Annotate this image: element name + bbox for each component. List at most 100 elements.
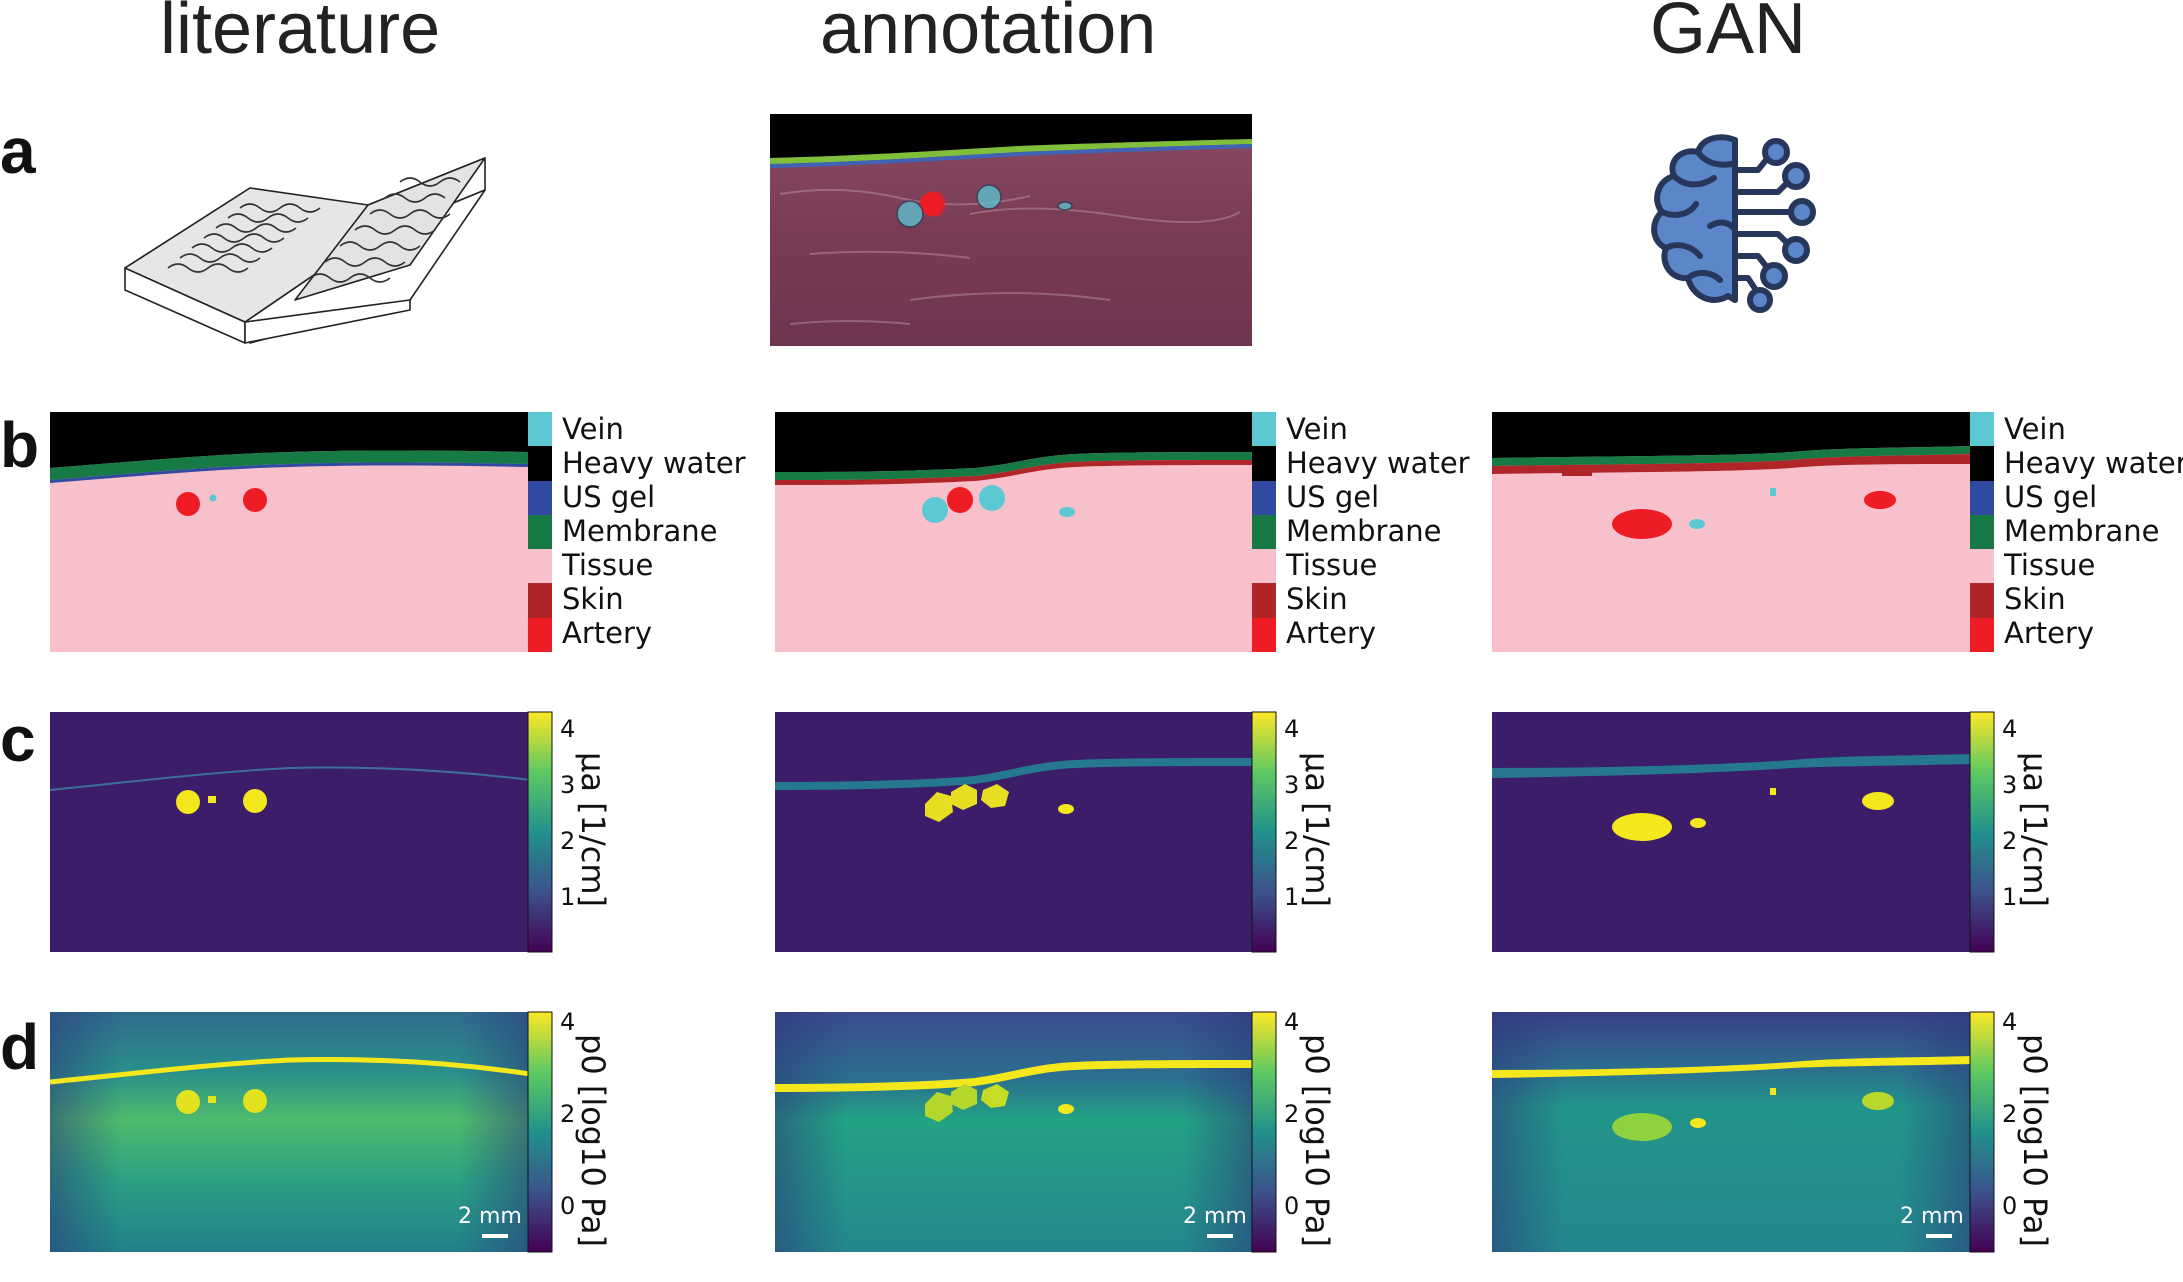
pressure-colorbar-label: p0 [log10 Pa]	[574, 1034, 612, 1247]
legend-label-vein: Vein	[1286, 412, 1348, 446]
legend-label-skin: Skin	[562, 582, 624, 616]
pressure-map-gan	[1492, 1012, 1972, 1252]
pressure-tick-4: 4	[560, 1008, 576, 1036]
legend-label-membrane: Membrane	[1286, 514, 1442, 548]
absorption-tick-4: 4	[560, 715, 576, 743]
absorption-tick-4: 4	[2002, 715, 2018, 743]
segmentation-legend-annotation: Vein Heavy water US gel Membrane Tissue …	[1252, 412, 1470, 652]
legend-label-heavy-water: Heavy water	[2004, 446, 2183, 480]
book-icon	[124, 157, 486, 344]
segmentation-legend-gan: Vein Heavy water US gel Membrane Tissue …	[1970, 412, 2183, 652]
absorption-map-literature	[49, 712, 531, 952]
legend-swatch-membrane	[1252, 514, 1276, 550]
legend-swatch-skin	[528, 583, 552, 618]
absorption-colorbar-annotation	[1251, 711, 1277, 953]
absorption-tick-3: 3	[1284, 771, 1300, 799]
pressure-colorbar-literature	[527, 1011, 553, 1253]
scale-bar-label: 2 mm	[1900, 1204, 1964, 1229]
absorption-tick-2: 2	[1284, 827, 1300, 855]
legend-swatch-skin	[1252, 583, 1276, 618]
legend-label-tissue: Tissue	[562, 548, 654, 582]
absorption-tick-3: 3	[560, 771, 576, 799]
legend-label-us-gel: US gel	[2004, 480, 2098, 514]
segmentation-legend-literature: Vein Heavy water US gel Membrane Tissue …	[528, 412, 746, 652]
pressure-tick-4: 4	[2002, 1008, 2018, 1036]
pressure-colorbar-annotation	[1251, 1011, 1277, 1253]
pressure-tick-4: 4	[1284, 1008, 1300, 1036]
absorption-colorbar-label: μa [1/cm]	[1298, 752, 1336, 908]
absorption-tick-1: 1	[560, 883, 576, 911]
legend-label-us-gel: US gel	[1286, 480, 1380, 514]
segmentation-map-literature	[50, 412, 530, 652]
legend-label-tissue: Tissue	[1286, 548, 1378, 582]
pressure-tick-0: 0	[560, 1192, 576, 1220]
legend-label-artery: Artery	[562, 616, 653, 650]
legend-swatch-tissue	[1252, 549, 1276, 584]
legend-label-heavy-water: Heavy water	[562, 446, 746, 480]
absorption-tick-3: 3	[2002, 771, 2018, 799]
ultrasound-image	[770, 114, 1252, 346]
scale-bar-label: 2 mm	[1183, 1204, 1247, 1229]
row-label-a: a	[0, 115, 36, 187]
legend-label-skin: Skin	[2004, 582, 2066, 616]
pressure-tick-2: 2	[560, 1100, 576, 1128]
legend-label-artery: Artery	[1286, 616, 1377, 650]
pressure-colorbar-label: p0 [log10 Pa]	[2016, 1034, 2054, 1247]
pressure-colorbar-gan	[1969, 1011, 1995, 1253]
legend-swatch-vein	[528, 412, 552, 447]
column-title-annotation: annotation	[820, 0, 1157, 69]
pressure-tick-0: 0	[1284, 1192, 1300, 1220]
legend-swatch-membrane	[1970, 514, 1994, 550]
legend-swatch-tissue	[1970, 549, 1994, 584]
absorption-tick-1: 1	[1284, 883, 1300, 911]
legend-swatch-heavy-water	[528, 446, 552, 481]
legend-swatch-heavy-water	[1252, 446, 1276, 481]
absorption-tick-2: 2	[560, 827, 576, 855]
row-label-d: d	[0, 1011, 40, 1083]
absorption-map-annotation	[775, 712, 1253, 952]
absorption-tick-2: 2	[2002, 827, 2018, 855]
pressure-tick-0: 0	[2002, 1192, 2018, 1220]
legend-label-skin: Skin	[1286, 582, 1348, 616]
legend-swatches	[1252, 412, 1276, 652]
legend-label-vein: Vein	[562, 412, 624, 446]
pressure-colorbar-label: p0 [log10 Pa]	[1298, 1034, 1336, 1247]
legend-swatch-artery	[1252, 617, 1276, 652]
absorption-colorbar-literature	[527, 711, 553, 953]
pressure-map-literature	[49, 1012, 531, 1252]
legend-swatch-artery	[1970, 617, 1994, 652]
brain-circuit-icon	[1651, 134, 1816, 313]
legend-label-artery: Artery	[2004, 616, 2095, 650]
legend-swatch-tissue	[528, 549, 552, 584]
legend-swatches	[1970, 412, 1994, 652]
legend-swatches	[528, 412, 552, 652]
pressure-tick-2: 2	[1284, 1100, 1300, 1128]
row-label-c: c	[0, 703, 36, 775]
legend-label-tissue: Tissue	[2004, 548, 2096, 582]
column-title-literature: literature	[160, 0, 441, 69]
legend-label-vein: Vein	[2004, 412, 2066, 446]
legend-label-membrane: Membrane	[2004, 514, 2160, 548]
legend-label-membrane: Membrane	[562, 514, 718, 548]
legend-swatch-artery	[528, 617, 552, 652]
pressure-map-annotation	[775, 1012, 1253, 1252]
legend-label-heavy-water: Heavy water	[1286, 446, 1470, 480]
absorption-colorbar-label: μa [1/cm]	[2016, 752, 2054, 908]
absorption-colorbar-label: μa [1/cm]	[574, 752, 612, 908]
column-title-gan: GAN	[1650, 0, 1807, 69]
legend-label-us-gel: US gel	[562, 480, 656, 514]
segmentation-map-annotation	[775, 412, 1253, 652]
scale-bar-label: 2 mm	[458, 1204, 522, 1229]
row-label-b: b	[0, 409, 40, 481]
absorption-map-gan	[1492, 712, 1972, 952]
legend-swatch-us-gel	[528, 480, 552, 515]
legend-swatch-us-gel	[1252, 480, 1276, 515]
legend-swatch-vein	[1252, 412, 1276, 447]
absorption-colorbar-gan	[1969, 711, 1995, 953]
legend-swatch-us-gel	[1970, 480, 1994, 515]
legend-swatch-skin	[1970, 583, 1994, 618]
legend-swatch-vein	[1970, 412, 1994, 447]
pressure-tick-2: 2	[2002, 1100, 2018, 1128]
absorption-tick-4: 4	[1284, 715, 1300, 743]
segmentation-map-gan	[1492, 412, 1972, 652]
